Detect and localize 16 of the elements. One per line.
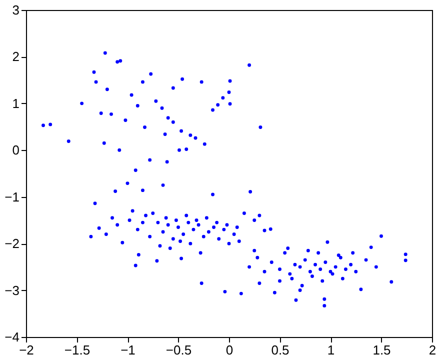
y-tick-label: 1 bbox=[12, 96, 20, 111]
x-tick-label: −0.5 bbox=[166, 342, 192, 358]
x-tick-label: 0 bbox=[226, 342, 234, 358]
y-tick-label: 0 bbox=[12, 142, 20, 158]
x-tick-label: 1 bbox=[327, 342, 335, 358]
y-tick-label: 2 bbox=[12, 49, 20, 64]
x-tick-label: 1.5 bbox=[372, 342, 391, 358]
x-tick-label: −1.5 bbox=[64, 342, 90, 358]
y-tick-label: −4 bbox=[4, 330, 20, 344]
y-tick-label: −3 bbox=[4, 282, 20, 298]
y-tick-label: 3 bbox=[12, 2, 20, 18]
y-tick-label: −2 bbox=[4, 236, 20, 252]
y-tick-label: −1 bbox=[4, 189, 20, 204]
x-tick-label: 0.5 bbox=[271, 342, 290, 358]
x-tick-label: −1 bbox=[120, 342, 136, 358]
x-tick-label: 2 bbox=[428, 342, 436, 358]
